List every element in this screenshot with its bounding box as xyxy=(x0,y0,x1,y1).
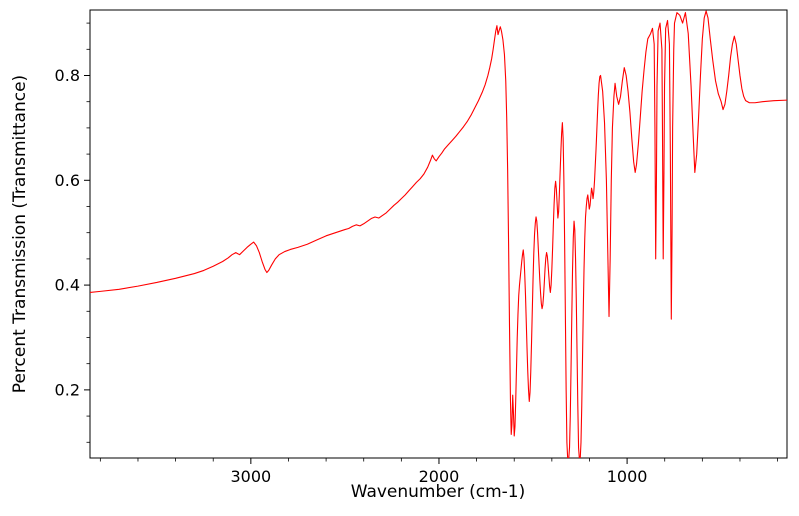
x-axis-title: Wavenumber (cm-1) xyxy=(350,482,526,502)
y-tick-label: 0.6 xyxy=(55,171,80,190)
y-tick-label: 0.8 xyxy=(55,66,80,85)
y-tick-label: 0.4 xyxy=(55,276,80,295)
x-tick-label: 1000 xyxy=(607,467,648,486)
x-tick-label: 2000 xyxy=(419,467,460,486)
x-tick-label: 3000 xyxy=(230,467,271,486)
y-tick-label: 0.2 xyxy=(55,380,80,399)
spectrum-line xyxy=(90,10,787,458)
plot-frame xyxy=(89,9,788,459)
y-axis-title: Percent Transmission (Transmittance) xyxy=(10,74,30,394)
